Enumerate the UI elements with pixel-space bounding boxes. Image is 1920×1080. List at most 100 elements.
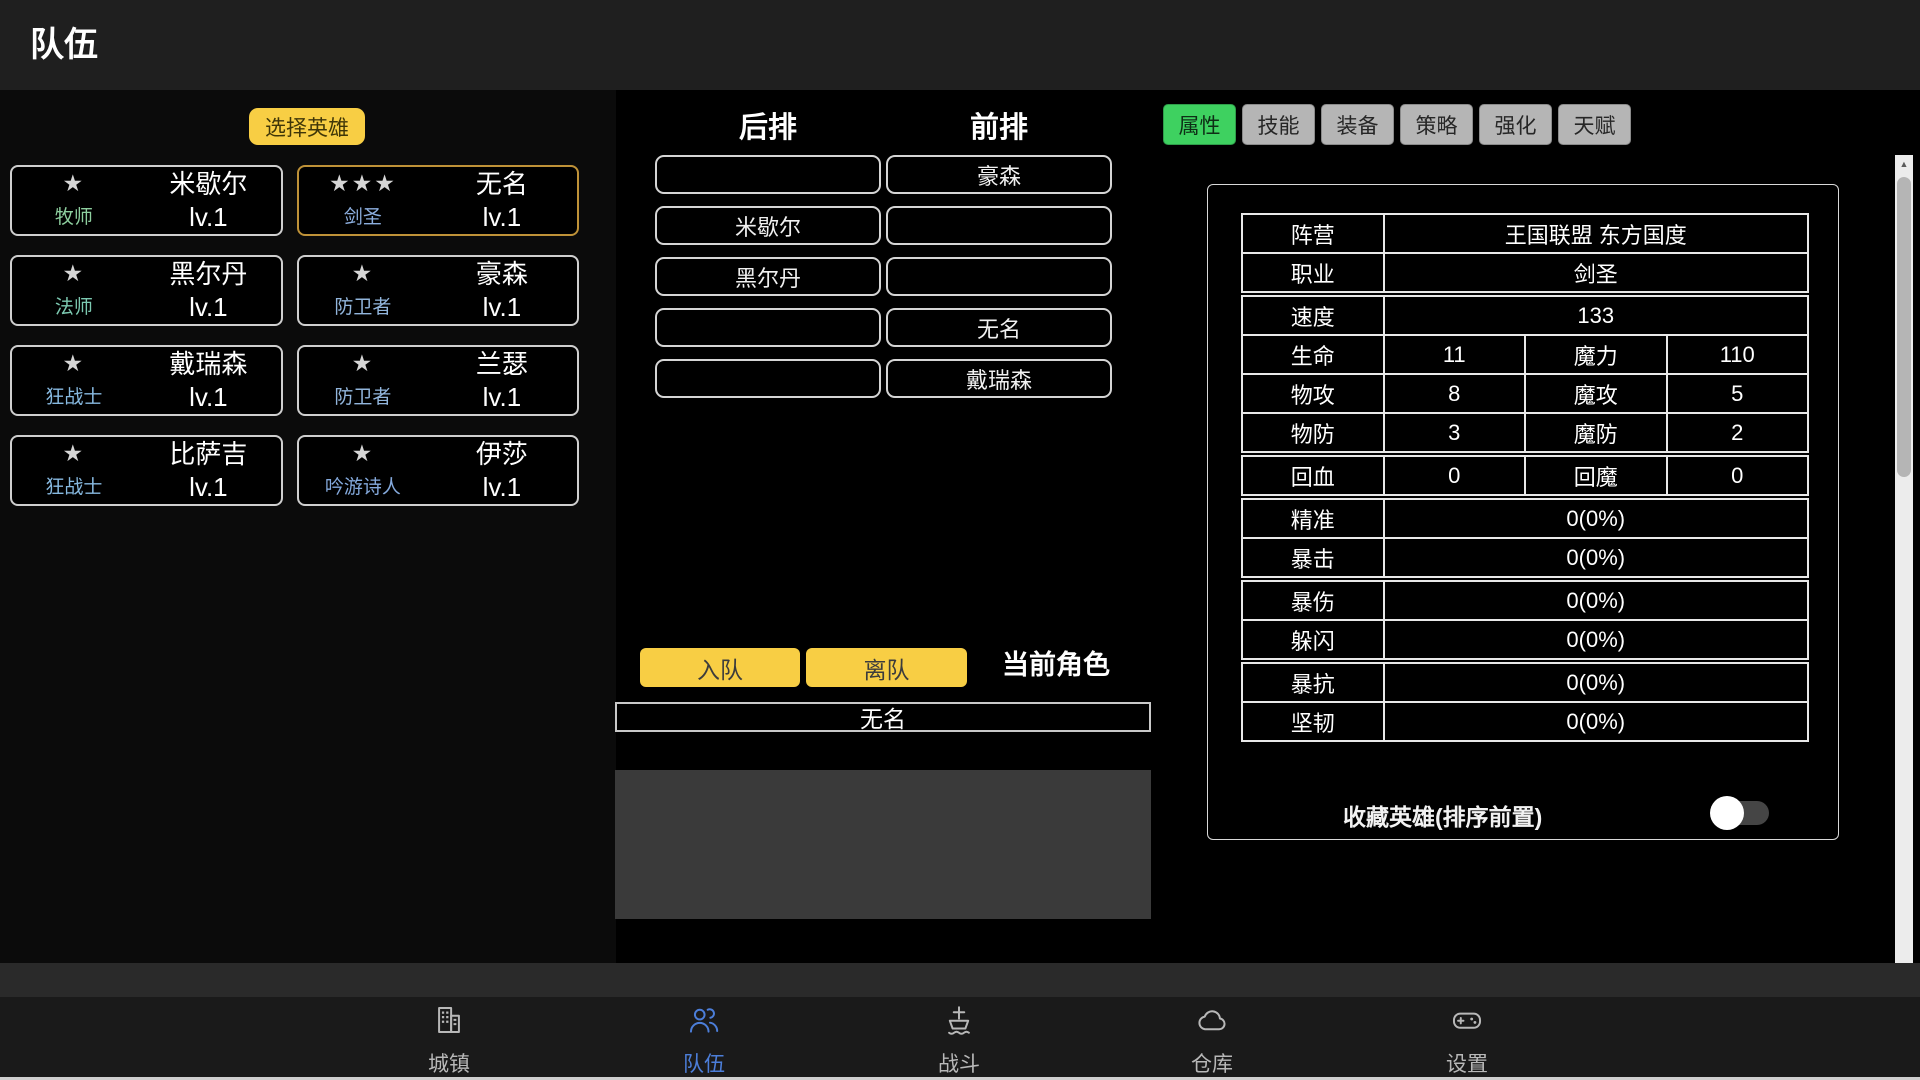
stat-value: 5 [1665, 373, 1809, 414]
hero-card-黑尔丹[interactable]: ★ 黑尔丹 法师 lv.1 [10, 255, 283, 326]
hero-level: lv.1 [189, 292, 228, 323]
hero-card-戴瑞森[interactable]: ★ 戴瑞森 狂战士 lv.1 [10, 345, 283, 416]
hero-class: 剑圣 [343, 206, 382, 228]
hero-class: 狂战士 [45, 476, 103, 498]
stat-label: 躲闪 [1241, 619, 1385, 662]
stat-label: 回魔 [1524, 451, 1668, 498]
hero-card-伊莎[interactable]: ★ 伊莎吟游诗人 lv.1 [297, 435, 579, 506]
stat-value: 2 [1665, 412, 1809, 455]
hero-class: 防卫者 [334, 296, 392, 318]
detail-tabs: 属性 技能 装备 策略 强化 天赋 [1163, 104, 1631, 145]
hero-portrait-panel [615, 770, 1151, 919]
star-icon: ★ [351, 440, 375, 467]
nav-item-settings[interactable]: 设置 [1407, 1003, 1527, 1078]
front-row-header: 前排 [969, 112, 1028, 144]
hero-class: 牧师 [54, 206, 93, 228]
nav-item-warehouse[interactable]: 仓库 [1152, 1003, 1272, 1078]
scroll-up-icon[interactable]: ▲ [1899, 159, 1909, 169]
back-row-slot-2[interactable]: 米歇尔 [655, 206, 881, 245]
star-icon: ★ [62, 350, 86, 377]
stat-value: 133 [1382, 291, 1809, 336]
hero-grid: ★ 米歇尔 牧师 lv.1 ★★★ 无名 剑圣 lv.1 ★ 黑尔丹 法师 lv.1 ★ 豪森 防卫者 lv.… [10, 165, 579, 506]
stat-label: 魔攻 [1524, 373, 1668, 414]
hero-name: 豪森 [475, 258, 528, 289]
hero-card-比萨吉[interactable]: ★ 比萨吉 狂战士 lv.1 [10, 435, 283, 506]
star-icon: ★ [351, 350, 375, 377]
front-row-slot-3[interactable] [886, 257, 1112, 296]
favorite-toggle-label: 收藏英雄(排序前置) [1343, 804, 1543, 830]
cloud-icon [1195, 1003, 1229, 1042]
stat-label: 阵营 [1241, 213, 1385, 254]
building-icon [432, 1003, 466, 1042]
hero-card-豪森[interactable]: ★ 豪森防卫者 lv.1 [297, 255, 579, 326]
nav-item-label: 队伍 [683, 1053, 725, 1076]
current-role-name: 无名 [615, 702, 1151, 732]
page-title: 队伍 [30, 26, 98, 64]
tab-技能[interactable]: 技能 [1242, 104, 1315, 145]
front-row-slot-1[interactable]: 豪森 [886, 155, 1112, 194]
stats-table: 阵营 王国联盟 东方国度 职业 剑圣 速度 133 生命 11 魔力 110 物攻 8 魔攻 5 物防 3 魔防… [1241, 213, 1809, 742]
toggle-knob-icon [1710, 796, 1744, 830]
hero-level: lv.1 [482, 472, 522, 503]
nav-item-label: 战斗 [938, 1053, 980, 1076]
hero-name: 米歇尔 [169, 168, 248, 199]
hero-card-无名[interactable]: ★★★ 无名 剑圣 lv.1 [297, 165, 579, 236]
favorite-toggle[interactable] [1710, 796, 1769, 830]
hero-level: lv.1 [482, 382, 522, 413]
back-row-slot-4[interactable] [655, 308, 881, 347]
nav-item-battle[interactable]: 战斗 [899, 1003, 1019, 1078]
hero-level: lv.1 [482, 292, 522, 323]
front-row-slot-5[interactable]: 戴瑞森 [886, 359, 1112, 398]
tab-强化[interactable]: 强化 [1479, 104, 1552, 145]
stat-value: 0(0%) [1382, 658, 1809, 703]
scrollbar[interactable]: ▲ ▼ [1895, 155, 1913, 1080]
stat-value: 0(0%) [1382, 619, 1809, 662]
bottom-edge-line [0, 1077, 1920, 1080]
bottom-navbar: 城镇 队伍 战斗 仓库 [0, 997, 1920, 1078]
stat-value: 0 [1382, 451, 1526, 498]
back-row-slot-5[interactable] [655, 359, 881, 398]
back-row-slot-1[interactable] [655, 155, 881, 194]
stat-value: 剑圣 [1382, 252, 1809, 295]
hero-level: lv.1 [482, 202, 522, 233]
stat-label: 职业 [1241, 252, 1385, 295]
hero-name: 伊莎 [475, 438, 528, 469]
stat-label: 坚韧 [1241, 701, 1385, 742]
leave-team-button[interactable]: 离队 [806, 648, 967, 687]
tab-天赋[interactable]: 天赋 [1558, 104, 1631, 145]
current-role-label: 当前角色 [1002, 650, 1110, 680]
hero-card-兰瑟[interactable]: ★ 兰瑟 防卫者 lv.1 [297, 345, 579, 416]
stat-value: 110 [1665, 334, 1809, 375]
stat-value: 11 [1382, 334, 1526, 375]
hero-level: lv.1 [189, 202, 228, 233]
stat-label: 魔力 [1524, 334, 1668, 375]
back-row-slot-3[interactable]: 黑尔丹 [655, 257, 881, 296]
top-bar: 队伍 [0, 0, 1920, 90]
hero-class: 法师 [54, 296, 93, 318]
front-row-column: 豪森 无名 戴瑞森 [886, 155, 1112, 398]
hero-class: 狂战士 [45, 386, 103, 408]
front-row-slot-2[interactable] [886, 206, 1112, 245]
tab-策略[interactable]: 策略 [1400, 104, 1473, 145]
nav-item-town[interactable]: 城镇 [389, 1003, 509, 1078]
hero-name: 戴瑞森 [169, 348, 248, 379]
hero-class: 吟游诗人 [324, 476, 401, 498]
hero-card-米歇尔[interactable]: ★ 米歇尔牧师 lv.1 [10, 165, 283, 236]
scrollbar-thumb[interactable] [1897, 177, 1911, 477]
bottom-strip [0, 963, 1920, 997]
star-icon: ★ [351, 260, 375, 287]
stat-label: 暴抗 [1241, 658, 1385, 703]
stat-label: 暴击 [1241, 537, 1385, 580]
nav-item-team[interactable]: 队伍 [644, 1003, 764, 1078]
stat-value: 0 [1665, 451, 1809, 498]
stat-label: 物防 [1241, 412, 1385, 455]
join-team-button[interactable]: 入队 [640, 648, 800, 687]
tab-装备[interactable]: 装备 [1321, 104, 1394, 145]
select-hero-button[interactable]: 选择英雄 [249, 108, 365, 145]
star-icon: ★ [62, 170, 86, 197]
gamepad-icon [1450, 1003, 1484, 1042]
front-row-slot-4[interactable]: 无名 [886, 308, 1112, 347]
stat-label: 魔防 [1524, 412, 1668, 455]
tab-属性[interactable]: 属性 [1163, 104, 1236, 145]
